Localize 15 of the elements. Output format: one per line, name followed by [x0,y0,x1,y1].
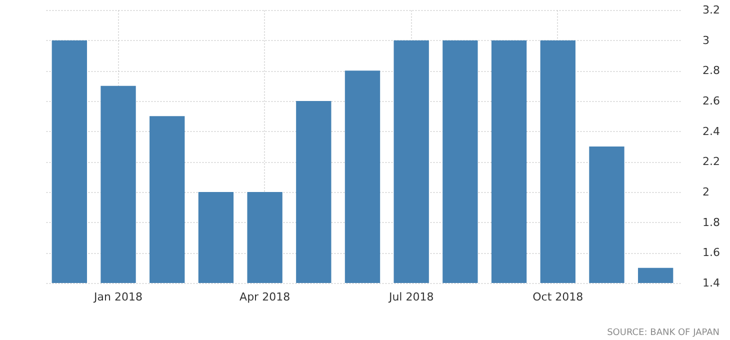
x-tick-label: Jan 2018 [93,290,142,304]
y-tick-label: 1.4 [702,276,720,290]
y-tick-label: 2.6 [702,94,720,108]
y-tick-label: 2.8 [702,64,720,78]
y-tick-label: 3.2 [702,4,720,16]
y-tick-label: 2 [702,186,710,198]
y-tick-label: 2.4 [702,124,720,138]
x-tick-label: Jul 2018 [388,290,434,304]
y-tick-label: 3 [702,34,710,47]
source-note: SOURCE: BANK OF JAPAN [607,328,720,338]
x-tick-label: Oct 2018 [532,290,584,304]
y-tick-label: 1.6 [702,246,720,260]
x-tick-label: Apr 2018 [240,290,290,304]
y-tick-label: 1.8 [702,216,720,229]
y-tick-label: 2.2 [702,155,720,168]
